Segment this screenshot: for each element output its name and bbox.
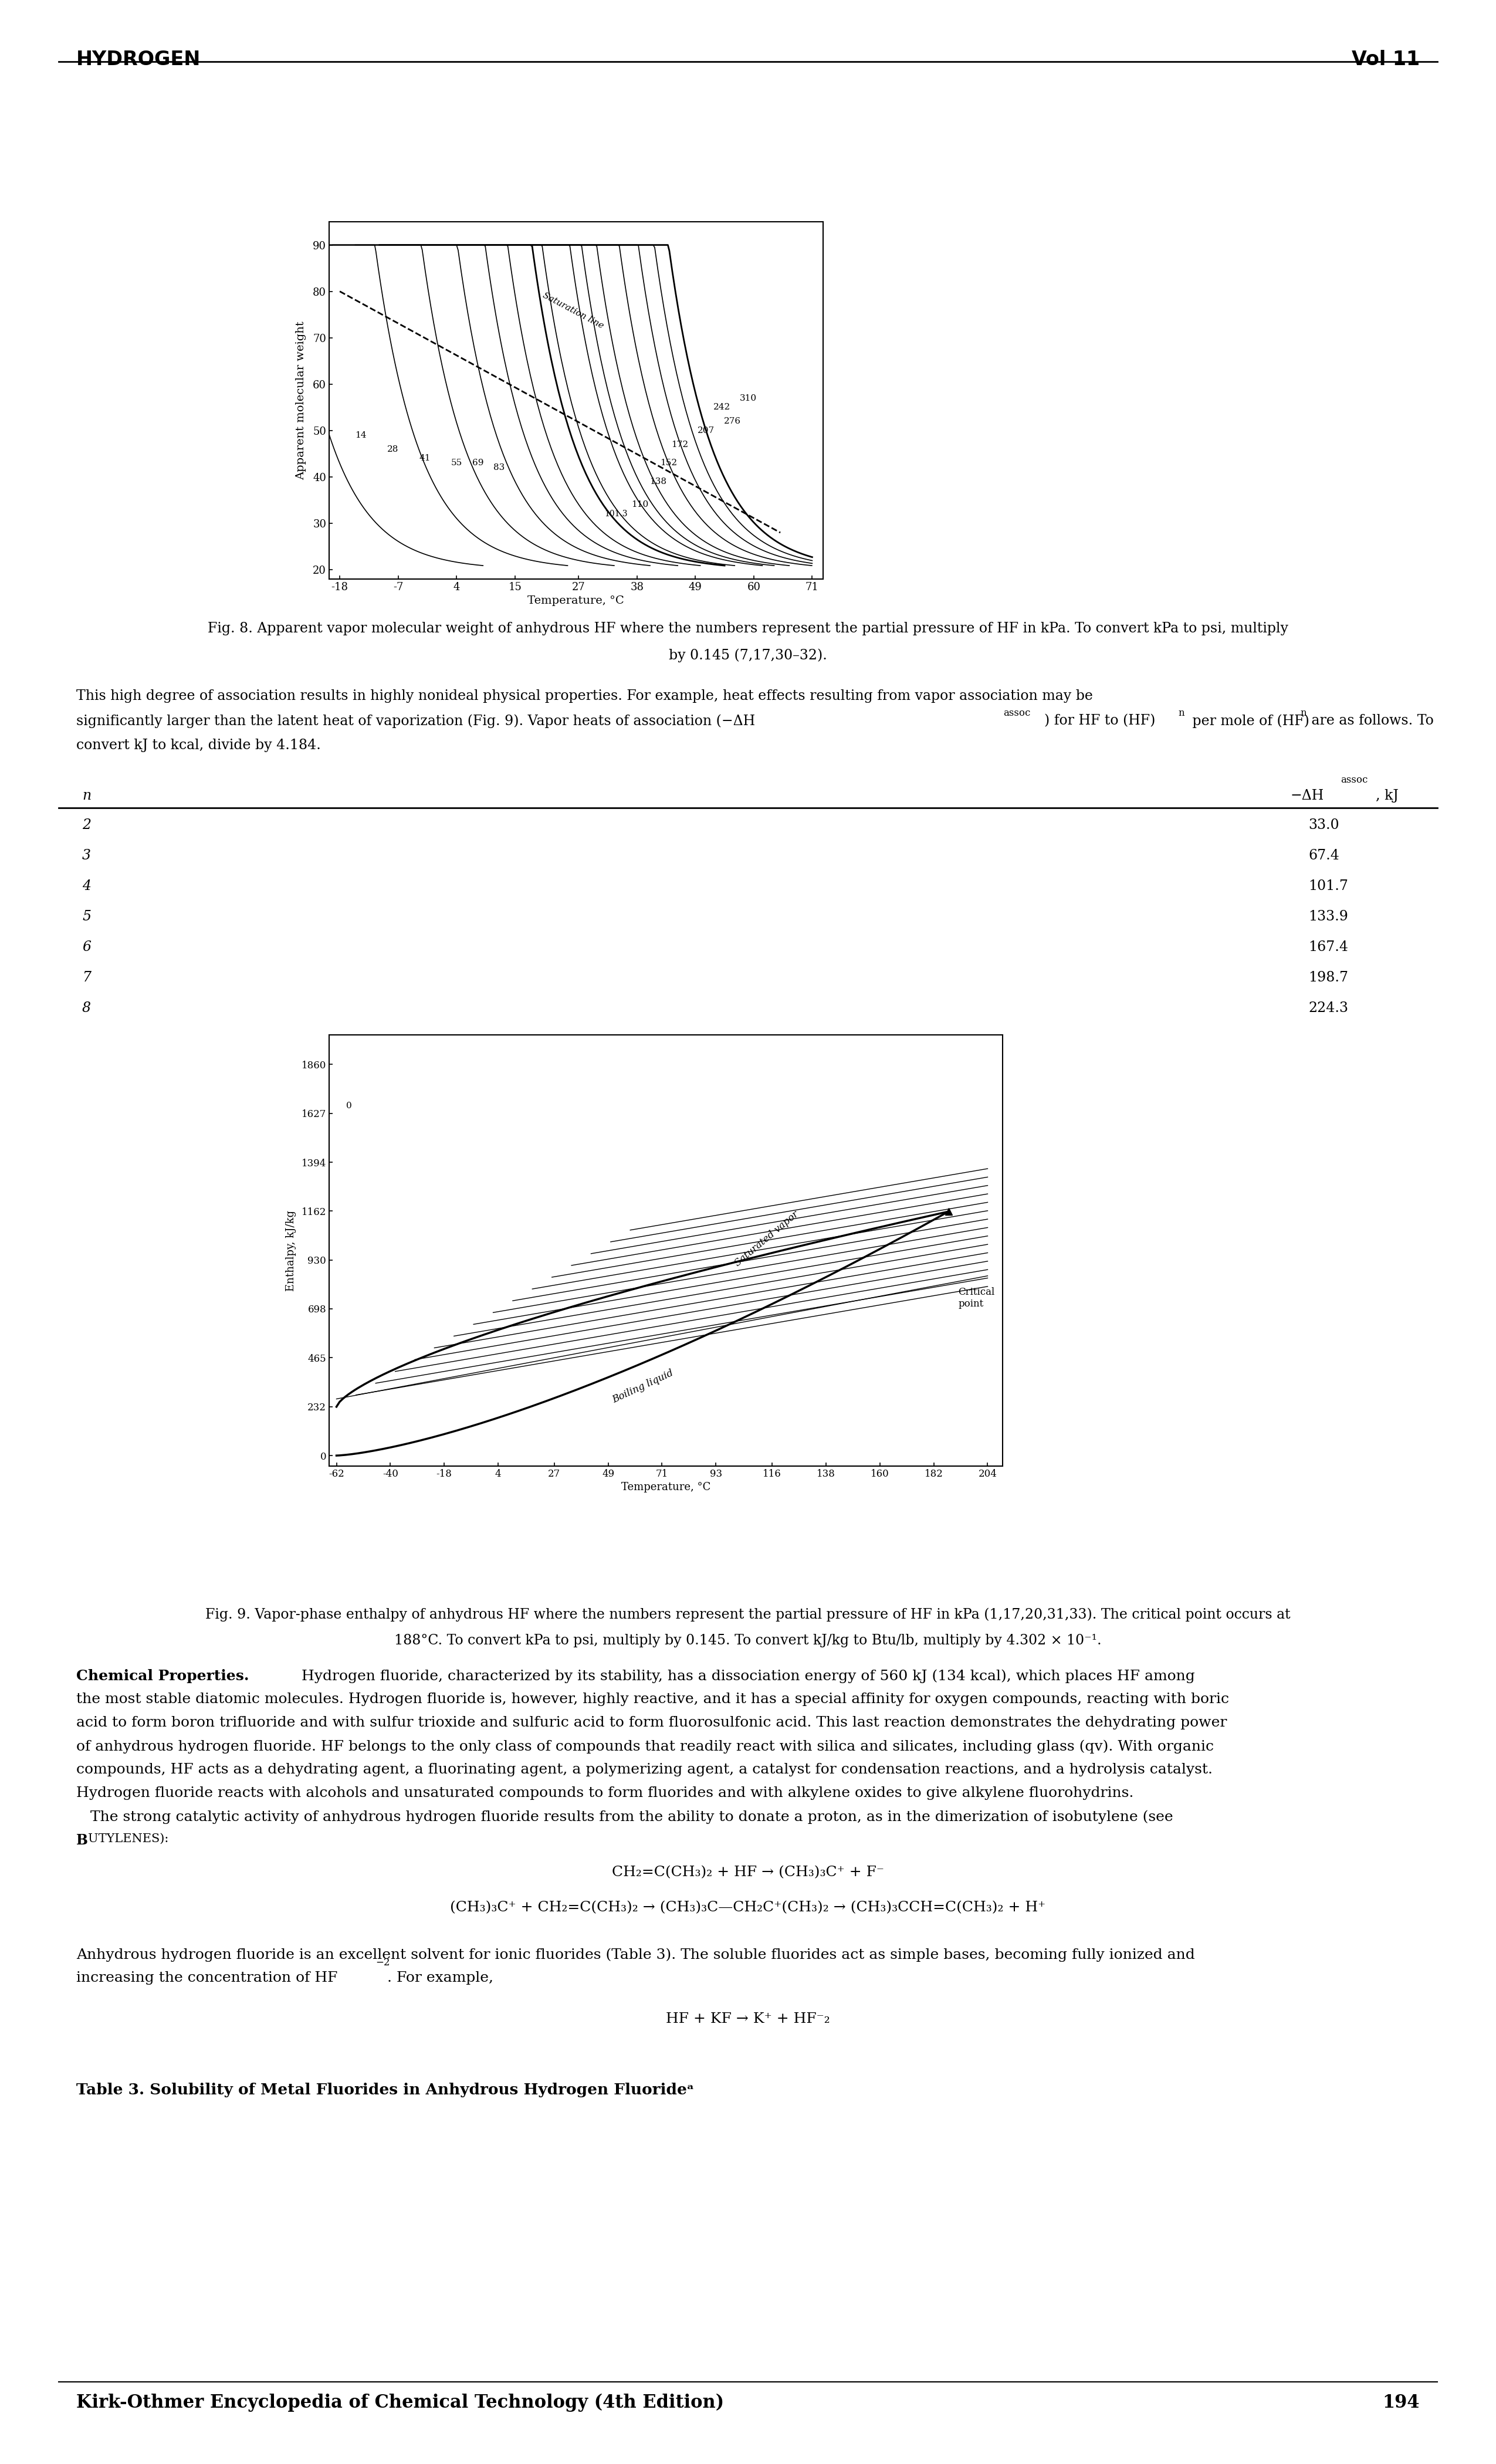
Text: n: n [82,788,91,803]
Text: This high degree of association results in highly nonideal physical properties. : This high degree of association results … [76,690,1094,702]
Text: 224.3: 224.3 [1309,1000,1348,1015]
Text: acid to form boron trifluoride and with sulfur trioxide and sulfuric acid to for: acid to form boron trifluoride and with … [76,1715,1227,1730]
Text: HYDROGEN: HYDROGEN [76,49,200,69]
Text: 5: 5 [82,909,91,924]
Text: (CH₃)₃C⁺ + CH₂=C(CH₃)₂ → (CH₃)₃C—CH₂C⁺(CH₃)₂ → (CH₃)₃CCH=C(CH₃)₂ + H⁺: (CH₃)₃C⁺ + CH₂=C(CH₃)₂ → (CH₃)₃C—CH₂C⁺(C… [450,1900,1046,1915]
Text: 69: 69 [473,458,483,468]
Text: 188°C. To convert kPa to psi, multiply by 0.145. To convert kJ/kg to Btu/lb, mul: 188°C. To convert kPa to psi, multiply b… [395,1634,1101,1648]
Text: n: n [1300,707,1306,717]
Text: 83: 83 [494,463,504,471]
Text: by 0.145 (7,17,30–32).: by 0.145 (7,17,30–32). [669,648,827,663]
Text: per mole of (HF): per mole of (HF) [1188,715,1309,727]
Text: 7: 7 [82,971,91,986]
Text: Fig. 9. Vapor-phase enthalpy of anhydrous HF where the numbers represent the par: Fig. 9. Vapor-phase enthalpy of anhydrou… [205,1607,1291,1621]
Text: significantly larger than the latent heat of vaporization (Fig. 9). Vapor heats : significantly larger than the latent hea… [76,715,755,727]
Text: of anhydrous hydrogen fluoride. HF belongs to the only class of compounds that r: of anhydrous hydrogen fluoride. HF belon… [76,1740,1213,1754]
Text: . For example,: . For example, [387,1971,494,1984]
Text: 67.4: 67.4 [1309,850,1339,862]
Text: 310: 310 [741,394,757,402]
Text: 6: 6 [82,941,91,954]
Y-axis label: Apparent molecular weight: Apparent molecular weight [296,320,307,480]
Text: 101.3: 101.3 [604,510,627,517]
Text: Saturation line: Saturation line [542,291,606,330]
Text: 133.9: 133.9 [1309,909,1348,924]
Text: 198.7: 198.7 [1309,971,1348,986]
Text: compounds, HF acts as a dehydrating agent, a fluorinating agent, a polymerizing : compounds, HF acts as a dehydrating agen… [76,1762,1213,1777]
Text: Critical
point: Critical point [959,1286,995,1308]
Text: 41: 41 [419,453,431,463]
Text: 33.0: 33.0 [1309,818,1339,833]
Text: Vol 11: Vol 11 [1351,49,1420,69]
Text: are as follows. To: are as follows. To [1308,715,1433,727]
Text: Anhydrous hydrogen fluoride is an excellent solvent for ionic fluorides (Table 3: Anhydrous hydrogen fluoride is an excell… [76,1947,1195,1961]
Text: the most stable diatomic molecules. Hydrogen fluoride is, however, highly reacti: the most stable diatomic molecules. Hydr… [76,1693,1230,1705]
Text: Table 3. Solubility of Metal Fluorides in Anhydrous Hydrogen Fluorideᵃ: Table 3. Solubility of Metal Fluorides i… [76,2082,694,2097]
Text: 110: 110 [631,500,648,510]
Text: 101.7: 101.7 [1309,880,1348,892]
Text: 276: 276 [724,416,741,426]
Text: increasing the concentration of HF: increasing the concentration of HF [76,1971,338,1984]
Text: n: n [1177,707,1185,717]
Text: 207: 207 [697,426,715,434]
Text: UTYLENES):: UTYLENES): [88,1833,169,1846]
Text: 242: 242 [714,404,730,411]
Text: convert kJ to kcal, divide by 4.184.: convert kJ to kcal, divide by 4.184. [76,739,320,752]
Text: Kirk-Othmer Encyclopedia of Chemical Technology (4th Edition): Kirk-Othmer Encyclopedia of Chemical Tec… [76,2393,724,2412]
Text: The strong catalytic activity of anhydrous hydrogen fluoride results from the ab: The strong catalytic activity of anhydro… [76,1811,1173,1823]
Text: 3: 3 [82,850,91,862]
Text: 14: 14 [355,431,367,439]
Text: assoc: assoc [1340,776,1367,786]
Text: , kJ: , kJ [1376,788,1399,803]
Text: −ΔH: −ΔH [1291,788,1324,803]
Text: B: B [76,1833,88,1848]
Text: Boiling liquid: Boiling liquid [610,1368,675,1404]
Y-axis label: Enthalpy, kJ/kg: Enthalpy, kJ/kg [286,1210,296,1291]
Text: 152: 152 [660,458,678,468]
Text: CH₂=C(CH₃)₂ + HF → (CH₃)₃C⁺ + F⁻: CH₂=C(CH₃)₂ + HF → (CH₃)₃C⁺ + F⁻ [612,1865,884,1880]
Text: −2: −2 [375,1959,390,1969]
Text: 8: 8 [82,1000,91,1015]
Text: assoc: assoc [1004,707,1031,717]
Text: 172: 172 [670,441,688,448]
Text: HF + KF → K⁺ + HF⁻₂: HF + KF → K⁺ + HF⁻₂ [666,2013,830,2025]
Text: 138: 138 [649,478,667,485]
Text: ) for HF to (HF): ) for HF to (HF) [1044,715,1155,727]
Text: Saturated vapor: Saturated vapor [733,1210,800,1269]
Text: Fig. 8. Apparent vapor molecular weight of anhydrous HF where the numbers repres: Fig. 8. Apparent vapor molecular weight … [208,621,1288,636]
Text: 55: 55 [450,458,462,468]
Text: 2: 2 [82,818,91,833]
Text: 194: 194 [1382,2393,1420,2412]
Text: 28: 28 [387,446,398,453]
Text: Chemical Properties.: Chemical Properties. [76,1668,248,1683]
X-axis label: Temperature, °C: Temperature, °C [528,596,624,606]
Text: 167.4: 167.4 [1309,941,1348,954]
Text: Hydrogen fluoride, characterized by its stability, has a dissociation energy of : Hydrogen fluoride, characterized by its … [287,1668,1195,1683]
X-axis label: Temperature, °C: Temperature, °C [621,1483,711,1493]
Text: 0: 0 [346,1101,352,1111]
Text: 4: 4 [82,880,91,892]
Text: Hydrogen fluoride reacts with alcohols and unsaturated compounds to form fluorid: Hydrogen fluoride reacts with alcohols a… [76,1786,1134,1799]
